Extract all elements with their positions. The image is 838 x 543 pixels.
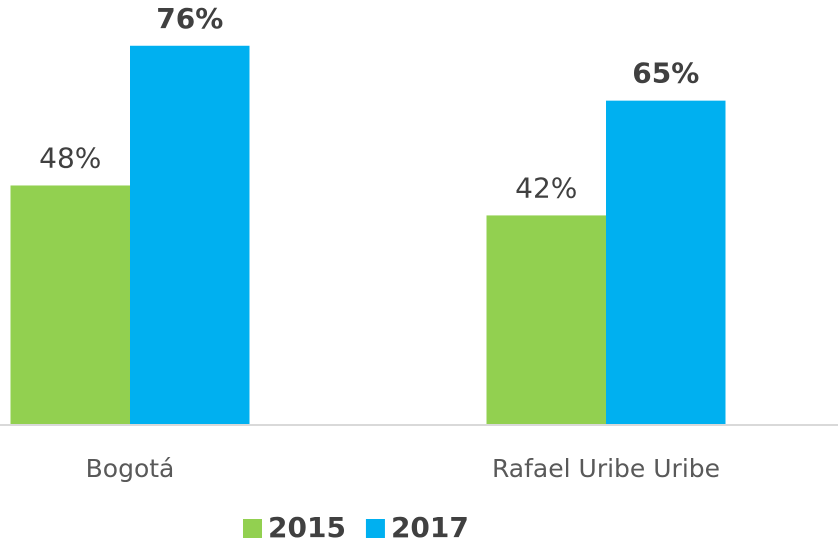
bar bbox=[606, 100, 726, 426]
bar bbox=[486, 215, 606, 425]
legend-swatch bbox=[365, 519, 385, 538]
legend-label: 2015 bbox=[268, 511, 346, 543]
bar bbox=[130, 45, 250, 425]
data-label: 48% bbox=[39, 141, 101, 174]
bar bbox=[10, 185, 130, 425]
data-label: 76% bbox=[156, 2, 223, 35]
x-tick-label: Rafael Uribe Uribe bbox=[492, 454, 720, 483]
x-tick-label: Bogotá bbox=[86, 454, 175, 483]
legend-label: 2017 bbox=[391, 511, 469, 543]
data-label: 42% bbox=[515, 171, 577, 204]
legend-swatch bbox=[243, 519, 262, 538]
data-label: 65% bbox=[632, 57, 699, 90]
